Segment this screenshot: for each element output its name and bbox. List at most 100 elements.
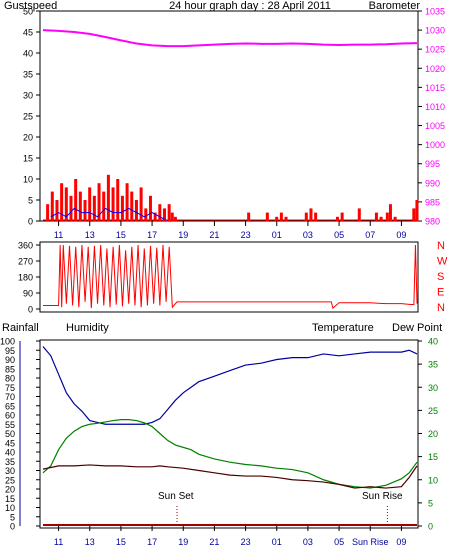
gust-bar [393,216,397,221]
hum-tick-label: 80 [5,374,15,384]
hum-x-tick-label: 11 [54,537,63,547]
hum-tick-label: 100 [0,337,15,347]
hum-tick-label: 30 [5,466,15,476]
temp-tick-label: 5 [428,498,433,508]
gust-bar [78,191,82,221]
gust-bar [130,191,134,221]
gust-x-tick-label: 03 [303,230,313,240]
gust-bar [265,212,269,221]
direction-line [43,244,418,310]
barometer-line [42,29,418,48]
gust-x-tick-label: 01 [272,230,282,240]
hum-tick-label: 90 [5,355,15,365]
gust-bar [55,200,59,221]
baro-tick-label: 990 [425,178,440,188]
gust-bar [357,208,361,221]
hum-tick-label: 40 [5,448,15,458]
hum-tick-label: 0 [10,522,15,532]
temp-tick-label: 20 [428,429,438,439]
hum-tick-label: 20 [5,485,15,495]
gust-tick-label: 50 [23,7,33,17]
gust-bar [385,212,389,221]
temp-tick-label: 10 [428,475,438,485]
hum-x-tick-label: 13 [85,537,95,547]
dir-compass-label: N [437,240,445,252]
gust-bar [134,200,138,221]
dir-tick-label: 270 [18,257,33,267]
gust-bar [379,216,383,221]
hum-tick-label: 25 [5,475,15,485]
dir-tick-label: 90 [23,289,33,299]
gust-bar [46,204,50,221]
baro-tick-label: 1000 [425,140,445,150]
baro-tick-label: 1030 [425,26,445,36]
gust-x-tick-label: 07 [365,230,375,240]
gust-bar [120,195,124,221]
dir-compass-label: W [437,256,448,268]
gust-bar [340,212,344,221]
baro-tick-label: 1035 [425,7,445,17]
temp-tick-label: 0 [428,522,433,532]
dewpoint-label: Dew Point [392,322,442,334]
rainfall-label: Rainfall [2,322,39,334]
gust-bar [139,187,143,221]
gust-bar [125,183,129,221]
temp-tick-label: 30 [428,383,438,393]
gust-bar [412,208,416,221]
gust-bar [60,183,64,221]
hum-tick-label: 60 [5,411,15,421]
gust-bar [64,187,68,221]
gust-bar [284,216,288,221]
gust-x-tick-label: 13 [85,230,95,240]
gust-bar [279,212,283,221]
gust-bar [167,204,171,221]
gust-tick-label: 5 [28,196,33,206]
gust-bar [148,195,152,221]
temp-tick-label: 15 [428,452,438,462]
gust-tick-label: 45 [23,28,33,38]
gust-x-tick-label: 19 [178,230,188,240]
gust-tick-label: 10 [23,175,33,185]
dir-tick-label: 0 [28,305,33,315]
gust-bar [158,204,162,221]
hum-x-tick-label: 01 [272,537,282,547]
hum-x-tick-label: 21 [209,537,219,547]
gust-x-tick-label: 23 [241,230,251,240]
gust-bar [335,216,339,221]
temp-tick-label: 35 [428,360,438,370]
gust-bar [374,212,378,221]
hum-x-tick-label: 23 [241,537,251,547]
gust-bar [309,208,313,221]
baro-tick-label: 985 [425,197,440,207]
hum-x-tick-label: 09 [396,537,406,547]
hum-x-tick-label: 17 [147,537,157,547]
gust-bar [173,216,177,221]
gust-bar [50,191,54,221]
gust-bar [162,208,166,221]
temp-tick-label: 25 [428,406,438,416]
hum-tick-label: 95 [5,346,15,356]
hum-x-tick-label: Sun Rise [352,537,389,547]
gust-tick-label: 30 [23,91,33,101]
dir-compass-label: S [437,271,444,283]
hum-x-tick-label: 05 [334,537,344,547]
gust-bar [83,200,87,221]
hum-tick-label: 15 [5,494,15,504]
gust-bar [415,200,419,221]
baro-tick-label: 1010 [425,102,445,112]
hum-tick-label: 10 [5,503,15,513]
gust-bar [247,212,251,221]
baro-tick-label: 995 [425,159,440,169]
hum-tick-label: 50 [5,429,15,439]
gust-bar [69,195,73,221]
gust-bar [275,216,279,221]
gust-bar [304,212,308,221]
hum-x-tick-label: 15 [116,537,126,547]
gust-bar [314,212,318,221]
baro-tick-label: 1015 [425,83,445,93]
sunset-label: Sun Set [158,491,194,502]
gust-x-tick-label: 05 [334,230,344,240]
gust-bar [92,195,96,221]
dewpoint-line [42,464,418,489]
